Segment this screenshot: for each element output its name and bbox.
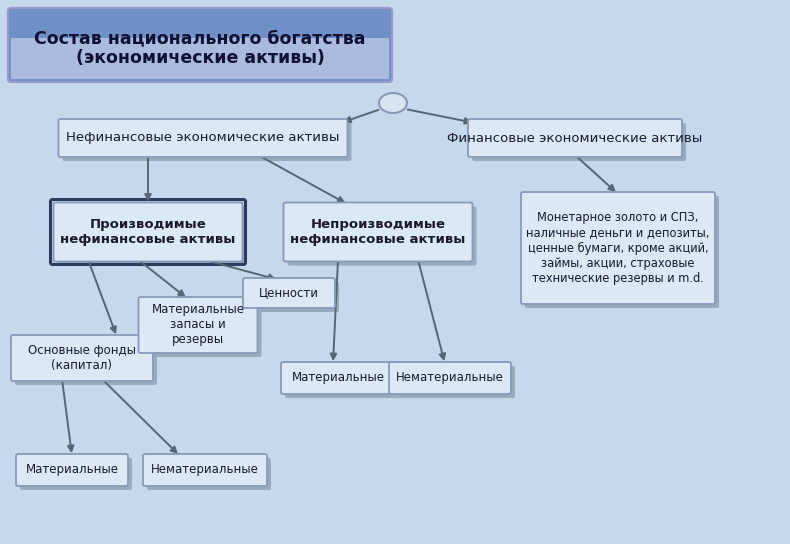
- FancyBboxPatch shape: [142, 301, 261, 357]
- FancyBboxPatch shape: [138, 297, 258, 353]
- FancyBboxPatch shape: [472, 123, 686, 161]
- FancyBboxPatch shape: [247, 282, 339, 312]
- Text: Финансовые экономические активы: Финансовые экономические активы: [447, 132, 702, 145]
- FancyBboxPatch shape: [468, 119, 682, 157]
- FancyBboxPatch shape: [58, 207, 246, 265]
- Text: Нематериальные: Нематериальные: [151, 463, 259, 477]
- Text: Нефинансовые экономические активы: Нефинансовые экономические активы: [66, 132, 340, 145]
- Text: Основные фонды
(капитал): Основные фонды (капитал): [28, 344, 136, 372]
- FancyBboxPatch shape: [16, 454, 128, 486]
- FancyBboxPatch shape: [58, 119, 348, 157]
- FancyBboxPatch shape: [389, 362, 511, 394]
- Text: Нематериальные: Нематериальные: [396, 372, 504, 385]
- Text: Производимые
нефинансовые активы: Производимые нефинансовые активы: [60, 218, 235, 246]
- FancyBboxPatch shape: [20, 458, 132, 490]
- Text: Материальные: Материальные: [25, 463, 118, 477]
- FancyBboxPatch shape: [8, 8, 392, 82]
- FancyBboxPatch shape: [143, 454, 267, 486]
- FancyBboxPatch shape: [243, 278, 335, 308]
- Ellipse shape: [379, 93, 407, 113]
- FancyBboxPatch shape: [147, 458, 271, 490]
- Text: (экономические активы): (экономические активы): [76, 49, 325, 67]
- FancyBboxPatch shape: [285, 366, 399, 398]
- FancyBboxPatch shape: [525, 196, 719, 308]
- Text: Состав национального богатства: Состав национального богатства: [34, 29, 366, 47]
- FancyBboxPatch shape: [288, 207, 476, 265]
- FancyBboxPatch shape: [54, 202, 243, 262]
- Text: Непроизводимые
нефинансовые активы: Непроизводимые нефинансовые активы: [290, 218, 465, 246]
- FancyBboxPatch shape: [393, 366, 515, 398]
- FancyBboxPatch shape: [281, 362, 395, 394]
- FancyBboxPatch shape: [15, 339, 157, 385]
- FancyBboxPatch shape: [521, 192, 715, 304]
- FancyBboxPatch shape: [284, 202, 472, 262]
- FancyBboxPatch shape: [11, 335, 153, 381]
- Text: Материальные
запасы и
резервы: Материальные запасы и резервы: [152, 304, 244, 347]
- Text: Материальные: Материальные: [292, 372, 385, 385]
- Text: Монетарное золото и СПЗ,
наличные деньги и депозиты,
ценные бумаги, кроме акций,: Монетарное золото и СПЗ, наличные деньги…: [526, 212, 709, 285]
- FancyBboxPatch shape: [62, 123, 352, 161]
- Text: Ценности: Ценности: [259, 287, 319, 300]
- FancyBboxPatch shape: [11, 38, 389, 79]
